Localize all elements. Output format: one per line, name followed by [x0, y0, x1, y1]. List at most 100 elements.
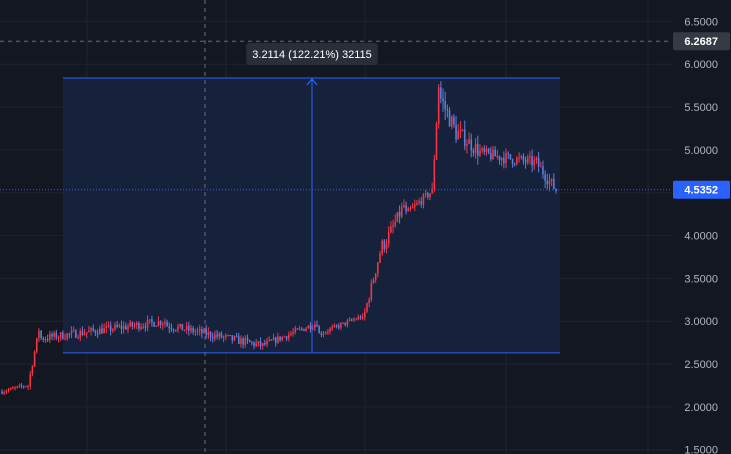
- candle-body: [148, 319, 151, 321]
- candle-body: [261, 343, 264, 347]
- candle-body: [42, 338, 45, 340]
- candle-body: [485, 148, 488, 152]
- candle-body: [224, 335, 227, 337]
- candle-body: [209, 332, 212, 338]
- candle-body: [133, 325, 136, 327]
- candle-body: [270, 339, 273, 341]
- candle-body: [492, 149, 494, 160]
- candle-body: [442, 98, 444, 102]
- candle-body: [529, 156, 531, 158]
- candle-body: [157, 321, 160, 326]
- candle-body: [122, 325, 125, 329]
- candle-body: [1, 391, 3, 394]
- candle-body: [353, 319, 355, 321]
- candle-body: [279, 336, 281, 341]
- candle-body: [59, 332, 62, 338]
- candle-body: [190, 327, 192, 331]
- price-tick-label: 2.5000: [684, 359, 718, 371]
- candle-body: [396, 212, 399, 222]
- candle-body: [461, 129, 464, 131]
- candle-body: [433, 159, 436, 190]
- candle-body: [403, 205, 405, 207]
- candle-body: [194, 331, 197, 333]
- candle-body: [135, 322, 138, 326]
- candle-body: [427, 192, 429, 198]
- candle-body: [322, 333, 325, 335]
- price-tick-label: 1.5000: [684, 445, 718, 454]
- candle-body: [479, 150, 481, 156]
- candle-body: [359, 316, 362, 319]
- candle-body: [476, 144, 479, 156]
- candle-body: [151, 319, 153, 323]
- candle-body: [179, 324, 181, 327]
- candle-body: [227, 335, 229, 337]
- candle-body: [75, 330, 77, 338]
- candle-body: [272, 337, 275, 341]
- candle-body: [329, 328, 331, 332]
- candle-body: [294, 328, 297, 332]
- candle-body: [290, 333, 292, 335]
- candle-body: [3, 392, 5, 394]
- candle-body: [316, 324, 318, 327]
- candle-body: [459, 129, 462, 131]
- candle-body: [268, 339, 271, 341]
- candle-body: [390, 226, 392, 233]
- price-tick-label: 6.5000: [684, 16, 718, 28]
- candle-body: [505, 153, 507, 164]
- candle-body: [118, 325, 121, 327]
- candle-body: [70, 330, 73, 334]
- candle-body: [539, 166, 542, 168]
- candle-body: [244, 338, 247, 345]
- candle-body: [12, 387, 14, 389]
- candle-body: [435, 123, 438, 160]
- candle-body: [153, 322, 155, 327]
- candle-body: [496, 155, 499, 157]
- candle-body: [531, 156, 533, 166]
- candle-body: [370, 283, 373, 300]
- candle-body: [205, 329, 208, 336]
- candle-body: [292, 331, 294, 334]
- candle-body: [494, 149, 496, 157]
- candle-body: [379, 253, 381, 263]
- candle-body: [51, 334, 53, 337]
- candle-body: [166, 321, 168, 327]
- candle-body: [416, 202, 418, 205]
- candle-body: [361, 316, 364, 319]
- candle-body: [255, 343, 257, 346]
- candle-body: [364, 311, 366, 317]
- candle-body: [44, 339, 47, 341]
- candle-body: [422, 194, 425, 205]
- candle-body: [96, 333, 99, 335]
- candle-body: [468, 139, 470, 145]
- candle-body: [429, 193, 431, 198]
- candle-body: [203, 329, 205, 334]
- price-tick-label: 5.0000: [684, 145, 718, 157]
- candle-body: [181, 324, 184, 331]
- candle-body: [507, 153, 510, 155]
- candle-body: [79, 330, 82, 338]
- candle-body: [383, 240, 386, 249]
- candle-body: [22, 386, 25, 388]
- candle-body: [374, 273, 377, 280]
- candle-body: [420, 201, 423, 205]
- candle-body: [35, 338, 38, 353]
- candle-body: [548, 180, 551, 185]
- candle-body: [405, 205, 407, 212]
- price-tick-label: 6.0000: [684, 59, 718, 71]
- candle-body: [542, 166, 544, 175]
- candle-body: [33, 352, 36, 367]
- candles: [1, 81, 557, 395]
- candle-body: [413, 204, 416, 207]
- candle-body: [85, 332, 88, 334]
- candle-body: [211, 337, 214, 339]
- candle-body: [198, 329, 201, 331]
- candle-body: [144, 326, 147, 328]
- candle-body: [233, 336, 236, 341]
- measure-tooltip-text: 3.2114 (122.21%) 32115: [252, 49, 371, 61]
- candle-body: [537, 157, 540, 167]
- candle-body: [466, 144, 468, 146]
- candle-body: [120, 325, 123, 329]
- candle-body: [470, 139, 473, 151]
